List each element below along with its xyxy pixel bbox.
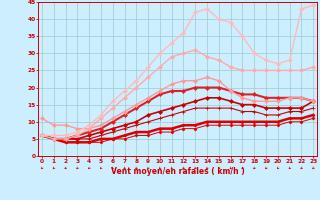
X-axis label: Vent moyen/en rafales ( km/h ): Vent moyen/en rafales ( km/h ) (111, 167, 244, 176)
